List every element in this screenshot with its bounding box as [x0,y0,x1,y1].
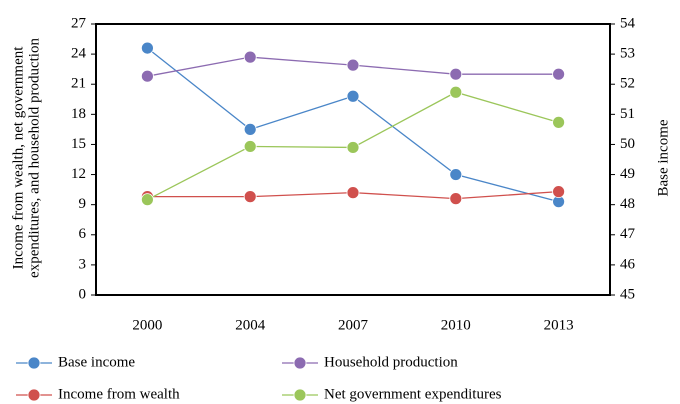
y-tick-label: 24 [71,46,87,62]
y-axis-label: Income from wealth, net government [10,46,26,270]
point [552,67,565,81]
y2-tick-label: 52 [620,76,635,92]
point [243,190,257,204]
y-tick-label: 6 [79,226,87,242]
y-tick-label: 9 [79,196,87,212]
y-tick-label: 27 [71,15,87,31]
legend-label: Base income [58,354,135,370]
point [552,185,565,199]
y2-axis-label: Base income [655,119,671,196]
point [243,50,257,64]
y2-tick-label: 53 [620,46,635,62]
y2-tick-label: 45 [620,286,635,302]
point [449,67,463,81]
y2-tick-label: 47 [620,226,636,242]
legend-label: Net government expenditures [324,386,502,402]
x-tick-label: 2013 [544,317,574,333]
y2-tick-label: 46 [620,256,636,272]
point [449,85,463,99]
point [140,41,154,55]
y-tick-label: 18 [71,106,86,122]
point [449,168,463,181]
point [346,186,360,200]
legend-label: Income from wealth [58,386,180,402]
x-tick-label: 2000 [132,317,162,333]
y-tick-label: 3 [79,256,87,272]
x-tick-label: 2007 [338,317,369,333]
legend-marker [27,356,41,370]
x-tick-label: 2004 [235,317,266,333]
y-tick-label: 12 [71,166,86,182]
point [243,140,257,153]
y2-tick-label: 50 [620,136,635,152]
y2-tick-label: 49 [620,166,635,182]
point [449,192,463,206]
point [140,69,154,83]
y2-tick-label: 54 [620,15,636,31]
y2-tick-label: 48 [620,196,635,212]
x-tick-label: 2010 [441,317,471,333]
point [346,141,360,154]
y-tick-label: 15 [71,136,86,152]
y-axis-label: expenditures, and household production [26,38,42,278]
point [346,58,360,72]
legend-marker [293,356,307,370]
point [140,193,154,207]
legend-marker [293,388,307,402]
y-tick-label: 0 [79,286,87,302]
y2-tick-label: 51 [620,106,635,122]
legend-marker [27,388,41,402]
y-tick-label: 21 [71,76,86,92]
plot-frame [95,23,611,296]
point [346,89,360,103]
point [552,115,565,129]
point [243,122,257,136]
legend-label: Household production [324,354,458,370]
